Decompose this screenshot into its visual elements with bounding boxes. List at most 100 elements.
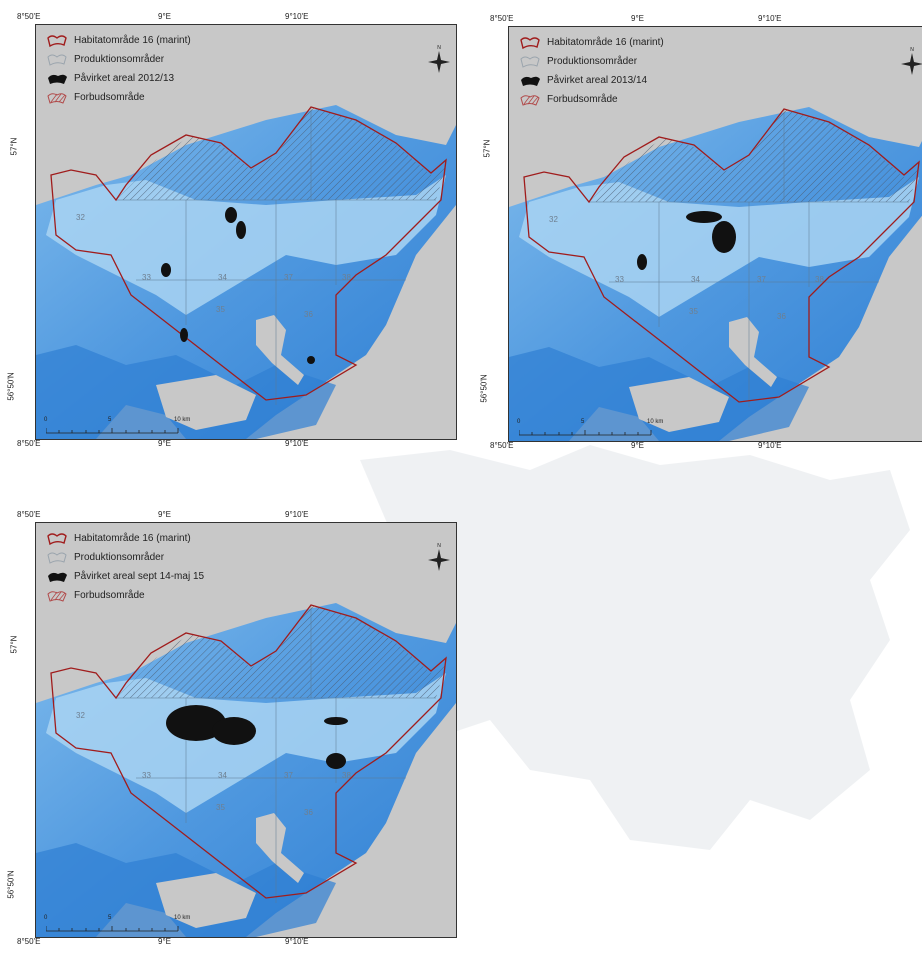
legend-forbidden-label: Forbudsområde — [547, 94, 618, 105]
impacted-area — [236, 221, 246, 239]
scale-ruler — [46, 926, 179, 932]
forbidden-area — [589, 109, 919, 202]
lat-tick-left-2: 56°50'N — [6, 870, 16, 899]
area-label-33: 33 — [142, 771, 151, 780]
legend-impacted: Påvirket areal sept 14-maj 15 — [46, 567, 204, 586]
legend-production-label: Produktionsområder — [74, 552, 165, 563]
area-label-36: 38 — [815, 275, 824, 284]
impacted-area — [324, 717, 348, 725]
legend-impacted: Påvirket areal 2012/13 — [46, 69, 191, 88]
area-label-32: 32 — [549, 215, 558, 224]
area-label-34: 34 — [218, 273, 227, 282]
area-label-38: 36 — [304, 310, 313, 319]
legend-habitat-label: Habitatområde 16 (marint) — [547, 37, 664, 48]
legend-habitat-label: Habitatområde 16 (marint) — [74, 35, 191, 46]
area-label-35: 37 — [284, 771, 293, 780]
legend-habitat: Habitatområde 16 (marint) — [519, 33, 664, 52]
scale-label-0: 0 — [44, 417, 48, 423]
area-label-32: 32 — [76, 711, 85, 720]
legend-impacted: Påvirket areal 2013/14 — [519, 71, 664, 90]
scale-label-0: 0 — [44, 915, 48, 921]
land-peninsula — [256, 315, 304, 385]
area-label-34: 34 — [218, 771, 227, 780]
impacted-area — [637, 254, 647, 270]
lon-tick-top-3: 9°10'E — [758, 14, 782, 23]
forbidden-symbol-icon — [47, 590, 67, 602]
production-symbol-icon — [47, 552, 67, 564]
north-label: N — [437, 45, 441, 51]
map-canvas — [36, 523, 456, 937]
compass-icon — [428, 549, 450, 571]
production-grid — [116, 107, 436, 405]
legend-forbidden: Forbudsområde — [519, 90, 664, 109]
production-grid — [589, 109, 909, 407]
legend-production: Produktionsområder — [46, 548, 204, 567]
impacted-area — [712, 221, 736, 253]
lat-tick-left-2: 56°50'N — [479, 374, 489, 403]
habitat-border — [50, 106, 447, 401]
impacted-areas — [637, 211, 736, 270]
scale-ruler — [519, 430, 652, 436]
lon-tick-bottom-1: 8°50'E — [17, 439, 41, 448]
land-peninsula — [729, 317, 777, 387]
legend-production: Produktionsområder — [519, 52, 664, 71]
watermark-map — [360, 445, 910, 850]
lat-tick-left-2: 56°50'N — [6, 372, 16, 401]
area-label-36: 38 — [342, 771, 351, 780]
land-peninsula — [256, 813, 304, 883]
lon-tick-top-3: 9°10'E — [285, 510, 309, 519]
area-label-35: 37 — [284, 273, 293, 282]
habitat-border — [523, 108, 920, 403]
legend: Habitatområde 16 (marint) Produktionsomr… — [46, 31, 191, 107]
habitat-symbol-icon — [520, 36, 540, 49]
scale-label-5: 5 — [108, 915, 112, 921]
map-canvas — [36, 25, 456, 439]
north-arrow: N — [901, 47, 922, 75]
forbidden-symbol-icon — [47, 92, 67, 104]
impacted-area — [225, 207, 237, 223]
scale-label-0: 0 — [517, 419, 521, 425]
legend-production-label: Produktionsområder — [74, 54, 165, 65]
area-label-36: 38 — [342, 273, 351, 282]
impacted-area — [212, 717, 256, 745]
impacted-area — [307, 356, 315, 364]
land-island — [629, 377, 729, 432]
land-island — [156, 375, 256, 430]
area-label-35: 37 — [757, 275, 766, 284]
lon-tick-top-1: 8°50'E — [17, 12, 41, 21]
forbidden-area — [116, 605, 446, 698]
habitat-symbol-icon — [47, 34, 67, 47]
production-grid — [116, 605, 436, 903]
area-label-33: 33 — [615, 275, 624, 284]
map-frame: 32 33 34 37 38 35 36 39 Habitatområde 16… — [508, 26, 922, 442]
map-canvas — [509, 27, 922, 441]
lon-tick-bottom-2: 9°E — [158, 439, 171, 448]
forbidden-symbol-icon — [520, 94, 540, 106]
area-label-37: 35 — [216, 305, 225, 314]
legend-habitat: Habitatområde 16 (marint) — [46, 529, 204, 548]
scale-label-10: 10 km — [174, 417, 191, 423]
lon-tick-top-2: 9°E — [158, 12, 171, 21]
lon-tick-top-2: 9°E — [631, 14, 644, 23]
lon-tick-top-1: 8°50'E — [17, 510, 41, 519]
legend-forbidden: Forbudsområde — [46, 586, 204, 605]
legend: Habitatområde 16 (marint) Produktionsomr… — [46, 529, 204, 605]
lon-tick-top-1: 8°50'E — [490, 14, 514, 23]
legend-production-label: Produktionsområder — [547, 56, 638, 67]
impacted-area — [180, 328, 188, 342]
compass-icon — [901, 53, 922, 75]
habitat-symbol-icon — [47, 532, 67, 545]
lon-tick-bottom-1: 8°50'E — [17, 937, 41, 946]
north-label: N — [437, 543, 441, 549]
lat-tick-left-1: 57°N — [482, 139, 492, 158]
production-symbol-icon — [47, 54, 67, 66]
legend-production: Produktionsområder — [46, 50, 191, 69]
impacted-area — [166, 705, 226, 741]
forbidden-area — [116, 107, 446, 200]
area-label-37: 35 — [689, 307, 698, 316]
legend-habitat-label: Habitatområde 16 (marint) — [74, 533, 191, 544]
lon-tick-bottom-3: 9°10'E — [285, 439, 309, 448]
lon-tick-bottom-2: 9°E — [158, 937, 171, 946]
legend-forbidden: Forbudsområde — [46, 88, 191, 107]
lon-tick-top-2: 9°E — [158, 510, 171, 519]
